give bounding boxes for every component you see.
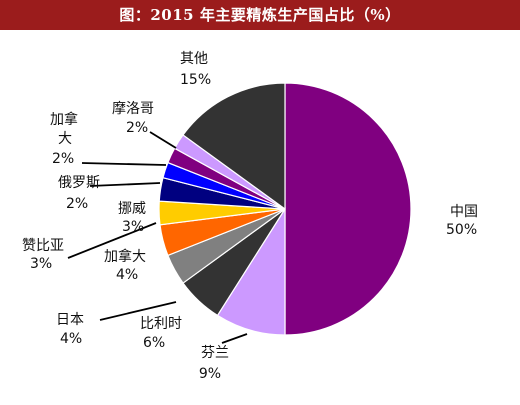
slice-name-label: 摩洛哥 [112,100,154,117]
leader-line [67,222,157,259]
slice-name-label: 俄罗斯 [58,175,100,191]
slice-value-label: 9% [199,366,221,382]
pie-slice [284,82,412,336]
leader-line [89,182,161,187]
slice-name-label: 赞比亚 [22,238,64,254]
pie-slice [182,82,286,211]
leader-line [99,301,177,321]
slice-name-label: 加拿大 [104,248,146,265]
slice-value-label: 4% [116,267,138,283]
slice-name-label: 其他 [180,51,208,67]
leader-line [81,162,167,166]
slice-value-label: 50% [446,222,477,238]
slice-name-label: 大 [58,131,72,147]
slice-value-label: 4% [60,331,82,347]
title-bar [0,0,520,30]
slice-value-label: 2% [126,120,148,136]
slice-name-label: 中国 [450,204,478,220]
slice-name-label: 加拿 [50,111,78,128]
slice-name-label: 日本 [56,312,84,328]
slice-name-label: 芬兰 [201,345,229,361]
slice-value-label: 2% [66,196,88,212]
slice-value-label: 15% [180,72,211,88]
slice-value-label: 6% [143,335,165,351]
slice-name-label: 比利时 [140,316,182,332]
slice-value-label: 2% [52,151,74,167]
slice-name-label: 挪威 [118,201,146,217]
chart-title: 图：2015 年主要精炼生产国占比（%） [119,6,401,24]
slice-value-label: 3% [122,219,144,235]
leader-line [221,333,248,344]
leader-line [149,131,177,149]
slice-value-label: 3% [30,256,52,272]
